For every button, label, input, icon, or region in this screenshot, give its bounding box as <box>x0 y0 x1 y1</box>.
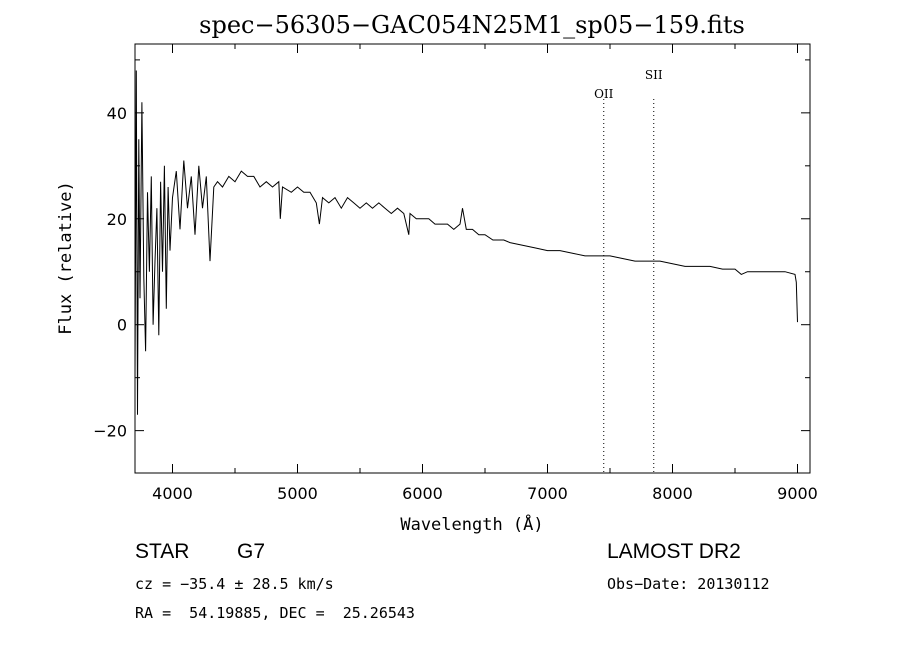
y-axis-label: Flux (relative) <box>56 181 76 335</box>
chart-title: spec−56305−GAC054N25M1_sp05−159.fits <box>199 11 745 39</box>
line-marker-label: OII <box>594 87 614 101</box>
x-tick-label: 9000 <box>777 484 818 503</box>
ra-dec-coords: RA = 54.19885, DEC = 25.26543 <box>135 604 415 622</box>
survey-label: LAMOST DR2 <box>607 540 741 563</box>
object-class: STAR <box>135 540 190 563</box>
object-subclass: G7 <box>237 540 266 563</box>
line-marker-label: SII <box>645 68 663 82</box>
x-axis-label: Wavelength (Å) <box>400 513 543 535</box>
x-tick-label: 5000 <box>277 484 318 503</box>
redshift-cz: cz = −35.4 ± 28.5 km/s <box>135 575 334 593</box>
x-tick-label: 7000 <box>527 484 568 503</box>
x-tick-label: 6000 <box>402 484 443 503</box>
y-tick-label: 40 <box>107 104 127 123</box>
y-axis: −20 0 20 40 <box>93 59 810 441</box>
x-axis: 4000 5000 6000 7000 8000 9000 <box>152 44 818 503</box>
spectrum-series-line <box>134 70 798 415</box>
x-tick-label: 8000 <box>652 484 693 503</box>
y-tick-label: −20 <box>93 422 127 441</box>
obs-date: Obs−Date: 20130112 <box>607 575 770 593</box>
plot-frame <box>134 43 811 474</box>
x-tick-label: 4000 <box>152 484 193 503</box>
y-tick-label: 20 <box>107 210 127 229</box>
y-tick-label: 0 <box>117 316 127 335</box>
line-markers: OII SII <box>594 68 663 473</box>
